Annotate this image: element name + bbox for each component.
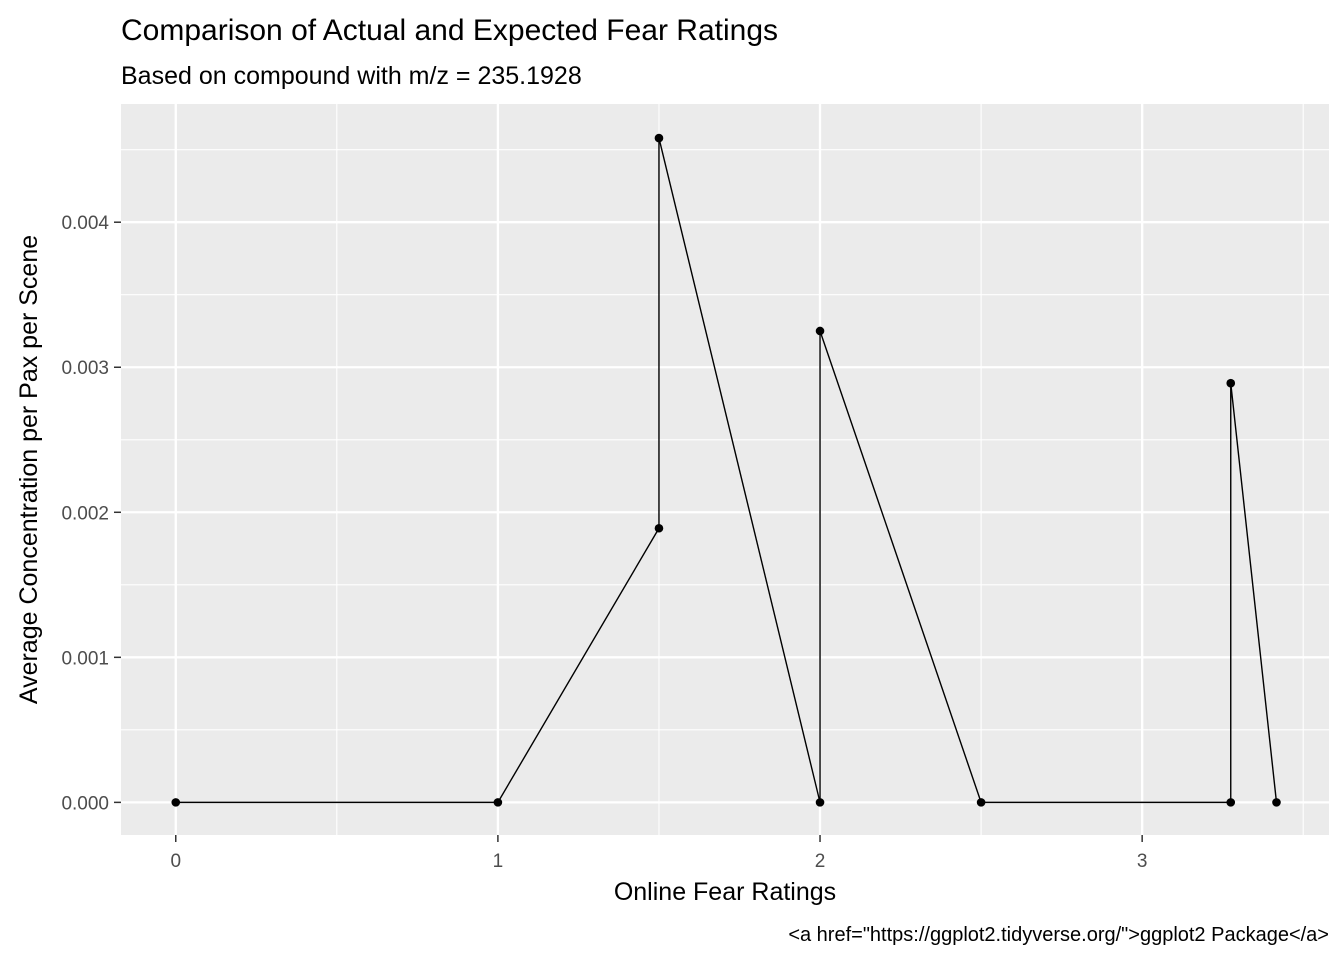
x-tick-label: 1 bbox=[493, 851, 504, 872]
x-axis-ticks: 0 1 2 3 bbox=[170, 835, 1147, 872]
plot-panel bbox=[121, 104, 1329, 835]
data-point bbox=[171, 798, 181, 807]
data-point bbox=[815, 326, 825, 336]
data-point bbox=[1226, 798, 1236, 807]
x-axis-title: Online Fear Ratings bbox=[614, 878, 836, 906]
y-tick-label: 0.000 bbox=[61, 793, 109, 814]
y-axis-ticks: 0.000 0.001 0.002 0.003 0.004 bbox=[61, 213, 121, 814]
y-tick-label: 0.003 bbox=[61, 358, 109, 379]
x-tick-label: 2 bbox=[815, 851, 826, 872]
x-tick-label: 0 bbox=[170, 851, 181, 872]
data-point bbox=[976, 798, 986, 807]
y-tick-label: 0.002 bbox=[61, 503, 109, 524]
data-point bbox=[1226, 378, 1236, 388]
y-tick-label: 0.004 bbox=[61, 213, 109, 234]
data-points bbox=[171, 133, 1281, 807]
series-lines bbox=[175, 137, 1278, 804]
data-point bbox=[1272, 798, 1281, 807]
y-axis-title: Average Concentration per Pax per Scene bbox=[15, 235, 43, 704]
series-line-segment bbox=[497, 527, 660, 803]
x-tick-label: 3 bbox=[1137, 851, 1148, 872]
chart-title: Comparison of Actual and Expected Fear R… bbox=[121, 14, 778, 47]
series-line-segment bbox=[819, 330, 982, 803]
series-line-segment bbox=[658, 137, 821, 803]
data-point bbox=[493, 798, 503, 807]
y-tick-label: 0.001 bbox=[61, 648, 109, 669]
series-line-segment bbox=[1230, 383, 1278, 803]
data-point bbox=[815, 798, 825, 807]
data-point bbox=[654, 133, 664, 143]
caption-text: <a href="https://ggplot2.tidyverse.org/"… bbox=[788, 924, 1329, 946]
data-point bbox=[654, 523, 664, 533]
chart-subtitle: Based on compound with m/z = 235.1928 bbox=[121, 62, 582, 90]
